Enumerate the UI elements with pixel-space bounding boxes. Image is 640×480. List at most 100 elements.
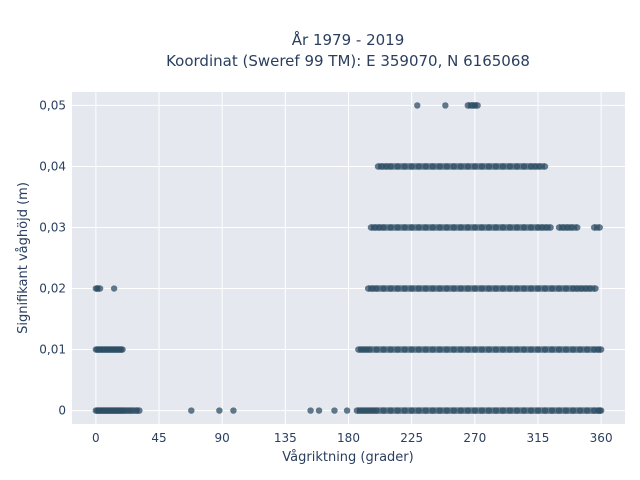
dense-point-band <box>418 163 426 170</box>
y-tick-label: 0,05 <box>39 98 66 112</box>
x-axis-ticks: 0 45 90 135 180 225 270 315 360 <box>92 431 613 445</box>
dense-point-band <box>446 407 454 414</box>
dense-point-band <box>95 346 98 353</box>
dense-point-band <box>530 163 536 170</box>
dense-point-band <box>101 407 103 414</box>
dense-point-band <box>530 407 538 414</box>
dense-point-band <box>404 163 412 170</box>
dense-point-band <box>488 163 496 170</box>
dense-point-band <box>516 163 524 170</box>
dense-point-band <box>439 407 447 414</box>
dense-point-band <box>361 346 364 353</box>
dense-point-band <box>363 346 367 353</box>
dense-point-band <box>502 346 510 353</box>
dense-point-band <box>418 285 426 292</box>
y-axis-ticks: 0 0,01 0,02 0,03 0,04 0,05 <box>39 98 66 417</box>
dense-point-band <box>594 346 599 353</box>
dense-point-band <box>509 285 517 292</box>
dense-point-band <box>516 285 524 292</box>
dense-point-band <box>390 224 398 231</box>
dense-point-band <box>105 407 108 414</box>
data-point <box>315 407 323 414</box>
dense-point-band <box>523 163 531 170</box>
data-point <box>414 102 421 109</box>
dense-point-band <box>390 346 398 353</box>
dense-point-band <box>359 407 363 414</box>
dense-point-band <box>97 346 99 353</box>
dense-point-band <box>411 407 419 414</box>
dense-point-band <box>366 346 370 353</box>
dense-point-band <box>495 224 503 231</box>
dense-point-band <box>382 163 387 170</box>
dense-point-band <box>439 224 447 231</box>
dense-point-band <box>535 163 540 170</box>
data-point <box>110 285 118 292</box>
dense-point-band <box>376 407 384 414</box>
data-points <box>92 102 605 414</box>
dense-point-band <box>432 346 440 353</box>
dense-point-band <box>453 285 461 292</box>
dense-point-band <box>544 407 553 414</box>
dense-point-band <box>116 346 119 353</box>
dense-point-band <box>446 224 454 231</box>
dense-point-band <box>356 407 360 414</box>
dense-point-band <box>559 346 567 353</box>
dense-point-band <box>123 407 127 414</box>
dense-point-band <box>474 346 482 353</box>
dense-point-band <box>581 285 586 292</box>
dense-point-band <box>460 346 468 353</box>
y-tick-label: 0,03 <box>39 220 66 234</box>
dense-point-band <box>509 407 517 414</box>
dense-point-band <box>467 285 475 292</box>
dense-point-band <box>539 163 545 170</box>
dense-point-band <box>467 163 475 170</box>
dense-point-band <box>474 102 478 109</box>
dense-point-band <box>546 224 551 231</box>
dense-point-band <box>594 224 600 231</box>
dense-point-band <box>453 224 461 231</box>
x-tick-label: 135 <box>274 431 297 445</box>
chart-title-line-2: Koordinat (Sweref 99 TM): E 359070, N 61… <box>166 52 530 70</box>
data-point <box>216 407 223 414</box>
dense-point-band <box>107 346 109 353</box>
dense-point-band <box>418 346 426 353</box>
dense-point-band <box>383 407 391 414</box>
dense-point-band <box>105 346 108 353</box>
dense-point-band <box>573 346 581 353</box>
x-tick-label: 225 <box>400 431 423 445</box>
dense-point-band <box>453 346 461 353</box>
dense-point-band <box>425 163 433 170</box>
dense-point-band <box>537 407 545 414</box>
dense-point-band <box>542 224 547 231</box>
grid-lines <box>72 92 625 424</box>
dense-point-band <box>460 407 468 414</box>
dense-point-band <box>97 285 101 292</box>
dense-point-band <box>594 407 599 414</box>
dense-point-band <box>397 224 405 231</box>
x-tick-label: 360 <box>590 431 613 445</box>
dense-point-band <box>552 346 560 353</box>
dense-point-band <box>481 224 489 231</box>
dense-point-band <box>369 346 377 353</box>
dense-point-band <box>530 285 538 292</box>
dense-point-band <box>589 285 596 292</box>
dense-point-band <box>460 224 468 231</box>
dense-point-band <box>111 407 113 414</box>
dense-point-band <box>358 346 362 353</box>
x-axis-label: Vågriktning (grader) <box>282 450 413 465</box>
dense-point-band <box>474 407 482 414</box>
dense-point-band <box>102 407 105 414</box>
dense-point-band <box>368 407 371 414</box>
dense-point-band <box>481 163 489 170</box>
dense-point-band <box>370 224 376 231</box>
x-tick-label: 270 <box>463 431 486 445</box>
dense-point-band <box>559 407 567 414</box>
dense-point-band <box>116 407 119 414</box>
dense-point-band <box>404 407 412 414</box>
dense-point-band <box>98 407 101 414</box>
dense-point-band <box>118 407 120 414</box>
dense-point-band <box>495 285 503 292</box>
dense-point-band <box>446 285 454 292</box>
x-tick-label: 45 <box>151 431 166 445</box>
